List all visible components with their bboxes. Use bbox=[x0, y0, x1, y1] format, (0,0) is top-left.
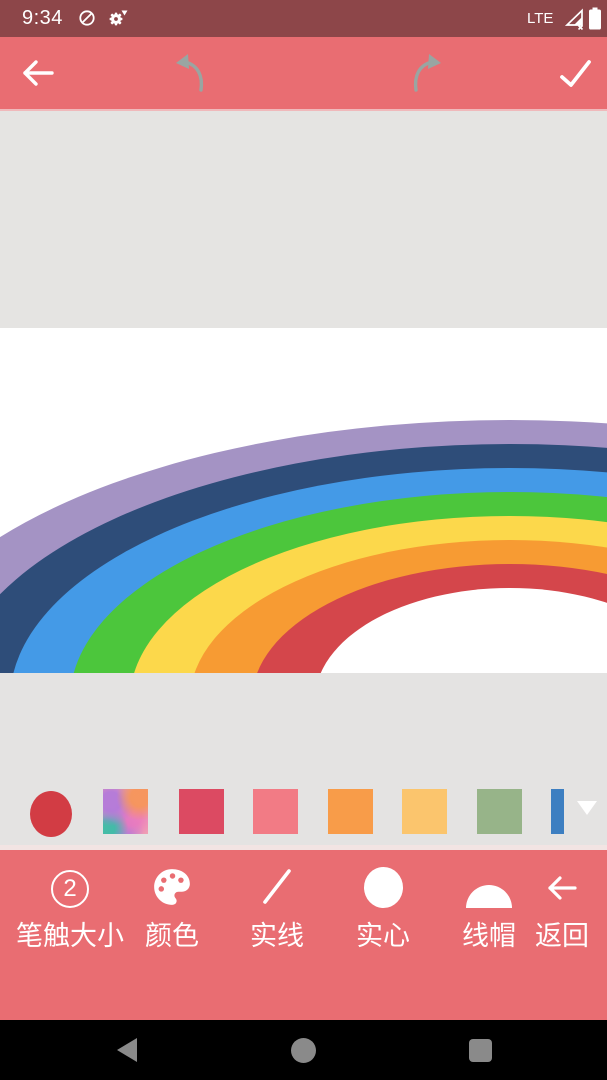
brush-size-label: 笔触大小 bbox=[16, 921, 124, 951]
toolbar-back-button[interactable]: 返回 bbox=[530, 860, 594, 953]
color-swatch-watercolor[interactable] bbox=[103, 789, 148, 834]
nav-home-circle-icon[interactable] bbox=[263, 1020, 343, 1080]
color-swatch-blue[interactable] bbox=[551, 789, 564, 834]
app-bar-divider bbox=[0, 109, 607, 111]
rainbow-drawing bbox=[0, 420, 607, 673]
undo-icon[interactable] bbox=[162, 37, 222, 109]
confirm-check-icon[interactable] bbox=[545, 37, 605, 109]
android-nav-bar bbox=[0, 1020, 607, 1080]
signal-icon bbox=[563, 8, 585, 35]
line-style-button[interactable]: 实线 bbox=[245, 860, 309, 953]
drawing-toolbar: 2 笔触大小 颜色 实线 bbox=[0, 850, 607, 1020]
canvas-background-top bbox=[0, 111, 607, 328]
palette-icon bbox=[151, 860, 193, 908]
line-style-label: 实线 bbox=[250, 921, 304, 951]
fill-style-button[interactable]: 实心 bbox=[351, 860, 415, 953]
nav-recents-square-icon[interactable] bbox=[440, 1020, 520, 1080]
palette-expand-caret-icon[interactable] bbox=[577, 801, 597, 815]
color-swatch-crimson[interactable] bbox=[179, 789, 224, 834]
selected-color-indicator[interactable] bbox=[30, 791, 72, 837]
color-label: 颜色 bbox=[145, 921, 199, 951]
diagonal-line-icon bbox=[257, 860, 297, 908]
dome-icon bbox=[466, 885, 512, 908]
brush-size-button[interactable]: 2 笔触大小 bbox=[16, 860, 124, 953]
gear-icon bbox=[108, 9, 128, 32]
color-button[interactable]: 颜色 bbox=[140, 860, 204, 953]
color-swatch-peach[interactable] bbox=[402, 789, 447, 834]
data-saver-icon bbox=[78, 9, 96, 32]
left-arrow-icon bbox=[544, 860, 580, 908]
line-cap-button[interactable]: 线帽 bbox=[457, 860, 521, 953]
nav-back-triangle-icon[interactable] bbox=[87, 1020, 167, 1080]
drawing-canvas[interactable] bbox=[0, 328, 607, 673]
color-swatch-sage[interactable] bbox=[477, 789, 522, 834]
app-bar bbox=[0, 37, 607, 109]
status-bar: 9:34 bbox=[0, 0, 607, 37]
status-time: 9:34 bbox=[22, 7, 63, 29]
toolbar-back-label: 返回 bbox=[535, 921, 589, 951]
redo-icon[interactable] bbox=[395, 37, 455, 109]
filled-circle-icon bbox=[363, 867, 403, 908]
battery-icon bbox=[588, 7, 602, 35]
fill-style-label: 实心 bbox=[356, 921, 410, 951]
color-swatch-pink[interactable] bbox=[253, 789, 298, 834]
circled-number-icon: 2 bbox=[51, 870, 89, 908]
color-swatch-orange[interactable] bbox=[328, 789, 373, 834]
palette-divider bbox=[0, 845, 607, 850]
line-cap-label: 线帽 bbox=[462, 921, 516, 951]
network-type-label: LTE bbox=[527, 10, 554, 27]
back-arrow-icon[interactable] bbox=[8, 37, 68, 109]
